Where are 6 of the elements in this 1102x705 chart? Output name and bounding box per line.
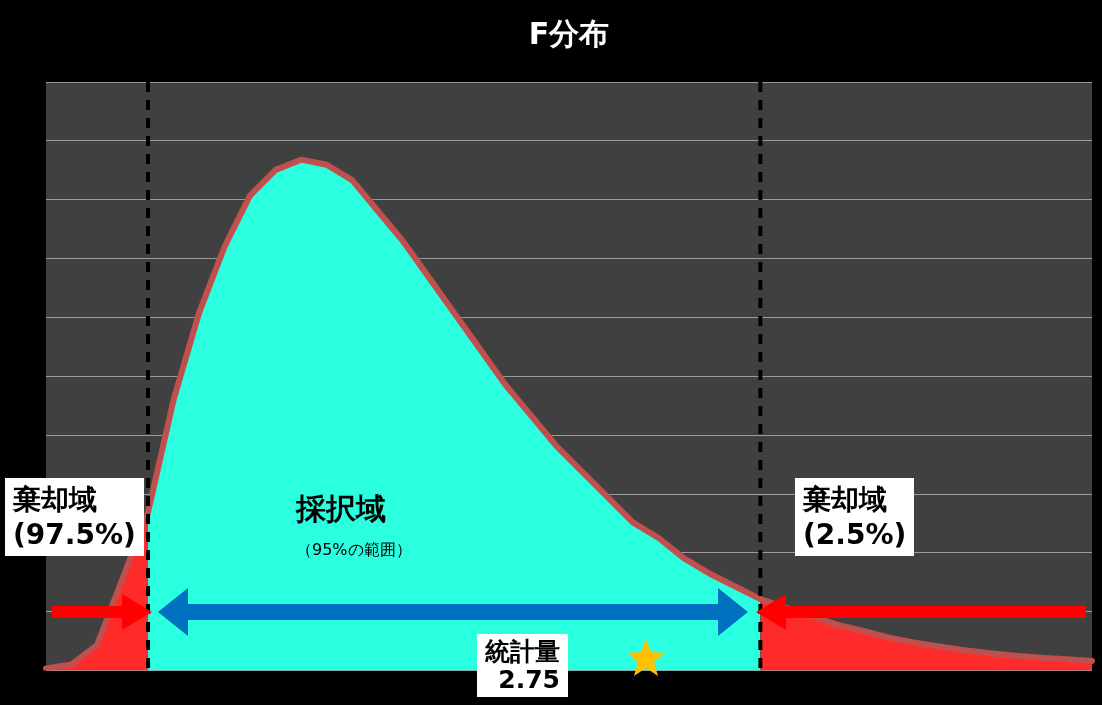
chart-title: F分布	[528, 15, 610, 51]
annotation: 統計量 2.75	[477, 634, 568, 697]
annotation: 棄却域 (97.5%)	[5, 478, 144, 556]
annotation: 採択域	[296, 490, 386, 528]
annotation: （95%の範囲）	[296, 540, 412, 560]
annotation: 棄却域 (2.5%)	[795, 478, 915, 556]
